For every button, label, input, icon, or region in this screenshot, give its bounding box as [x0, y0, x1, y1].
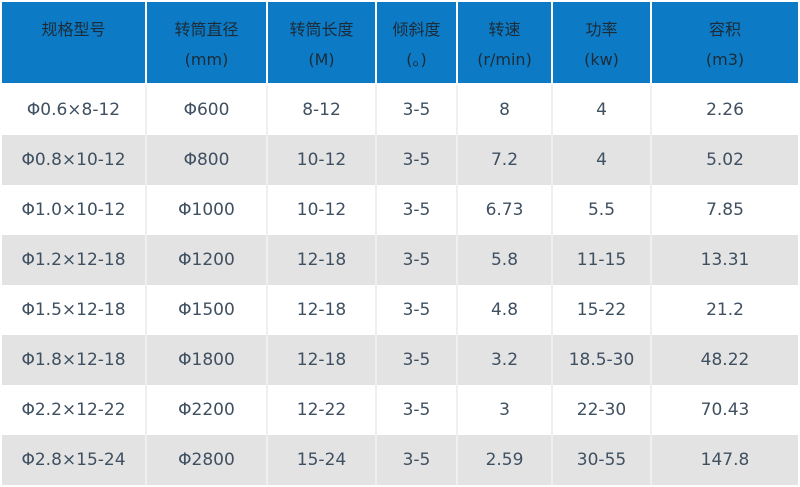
- header-label: 转筒直径: [174, 20, 239, 39]
- table-cell: 12-18: [268, 285, 377, 335]
- table-cell: Φ1.2×12-18: [2, 235, 147, 285]
- header-cell: 容积 (m3): [652, 2, 798, 85]
- table-cell: 22-30: [553, 385, 652, 435]
- table-cell: 18.5-30: [553, 335, 652, 385]
- table-cell: 3-5: [377, 285, 458, 335]
- table-cell: 10-12: [268, 135, 377, 185]
- table-cell: 12-18: [268, 235, 377, 285]
- table-cell: 2.59: [458, 435, 553, 485]
- table-cell: Φ600: [147, 85, 268, 135]
- header-cell: 转筒长度 (M): [268, 2, 377, 85]
- table-row: Φ1.5×12-18 Φ1500 12-18 3-5 4.8 15-22 21.2: [2, 285, 798, 335]
- header-unit: (r/min): [477, 50, 532, 69]
- table-cell: 70.43: [652, 385, 798, 435]
- table-row: Φ1.0×10-12 Φ1000 10-12 3-5 6.73 5.5 7.85: [2, 185, 798, 235]
- header-row: 规格型号 转筒直径 (mm) 转筒长度 (M) 倾斜度 (。) 转速 (r/min) 功率 (kw)…: [2, 2, 798, 85]
- table-cell: 15-24: [268, 435, 377, 485]
- header-cell: 转筒直径 (mm): [147, 2, 268, 85]
- table-cell: Φ2.8×15-24: [2, 435, 147, 485]
- table-cell: 12-18: [268, 335, 377, 385]
- header-label: 容积: [708, 20, 741, 39]
- table-cell: 4: [553, 85, 652, 135]
- header-cell: 转速 (r/min): [458, 2, 553, 85]
- header-unit: (。): [406, 50, 427, 69]
- table-row: Φ0.8×10-12 Φ800 10-12 3-5 7.2 4 5.02: [2, 135, 798, 185]
- table-cell: 13.31: [652, 235, 798, 285]
- table-cell: 3-5: [377, 235, 458, 285]
- header-label: 转速: [488, 20, 521, 39]
- table-cell: 12-22: [268, 385, 377, 435]
- table-cell: 3.2: [458, 335, 553, 385]
- header-label: 转筒长度: [289, 20, 354, 39]
- table-cell: 4.8: [458, 285, 553, 335]
- header-cell: 规格型号: [2, 2, 147, 85]
- header-label: 倾斜度: [392, 20, 441, 39]
- table-cell: Φ1.5×12-18: [2, 285, 147, 335]
- table-row: Φ2.2×12-22 Φ2200 12-22 3-5 3 22-30 70.43: [2, 385, 798, 435]
- table-cell: Φ1800: [147, 335, 268, 385]
- table-cell: 3-5: [377, 385, 458, 435]
- table-row: Φ1.2×12-18 Φ1200 12-18 3-5 5.8 11-15 13.31: [2, 235, 798, 285]
- table-cell: 7.2: [458, 135, 553, 185]
- table-cell: 5.5: [553, 185, 652, 235]
- table-cell: 147.8: [652, 435, 798, 485]
- header-label: 规格型号: [41, 20, 106, 39]
- table-cell: Φ1200: [147, 235, 268, 285]
- table-cell: 3-5: [377, 185, 458, 235]
- header-unit: (m3): [705, 50, 745, 69]
- header-cell: 功率 (kw): [553, 2, 652, 85]
- table-cell: Φ1500: [147, 285, 268, 335]
- table-cell: 5.02: [652, 135, 798, 185]
- table-cell: Φ0.8×10-12: [2, 135, 147, 185]
- table-cell: 3-5: [377, 435, 458, 485]
- table-cell: 7.85: [652, 185, 798, 235]
- header-unit: (mm): [184, 50, 229, 69]
- table-cell: Φ2200: [147, 385, 268, 435]
- table-cell: 30-55: [553, 435, 652, 485]
- table-cell: 5.8: [458, 235, 553, 285]
- table-cell: Φ1.8×12-18: [2, 335, 147, 385]
- header-unit: (M): [308, 50, 335, 69]
- table-row: Φ1.8×12-18 Φ1800 12-18 3-5 3.2 18.5-30 48.22: [2, 335, 798, 385]
- table-cell: Φ1.0×10-12: [2, 185, 147, 235]
- table-cell: 3-5: [377, 85, 458, 135]
- table-cell: 3-5: [377, 135, 458, 185]
- table-cell: Φ0.6×8-12: [2, 85, 147, 135]
- header-cell: 倾斜度 (。): [377, 2, 458, 85]
- table-cell: Φ1000: [147, 185, 268, 235]
- table-row: Φ0.6×8-12 Φ600 8-12 3-5 8 4 2.26: [2, 85, 798, 135]
- table-cell: Φ2800: [147, 435, 268, 485]
- table-cell: 4: [553, 135, 652, 185]
- table-cell: 3: [458, 385, 553, 435]
- table-row: Φ2.8×15-24 Φ2800 15-24 3-5 2.59 30-55 147.8: [2, 435, 798, 485]
- table-cell: 15-22: [553, 285, 652, 335]
- table-cell: Φ2.2×12-22: [2, 385, 147, 435]
- table-cell: 48.22: [652, 335, 798, 385]
- table-cell: 11-15: [553, 235, 652, 285]
- table-cell: 2.26: [652, 85, 798, 135]
- table-cell: 10-12: [268, 185, 377, 235]
- table-cell: 8-12: [268, 85, 377, 135]
- table-cell: Φ800: [147, 135, 268, 185]
- header-unit: (kw): [584, 50, 619, 69]
- table-cell: 3-5: [377, 335, 458, 385]
- table-cell: 21.2: [652, 285, 798, 335]
- table-cell: 6.73: [458, 185, 553, 235]
- header-label: 功率: [585, 20, 618, 39]
- table-cell: 8: [458, 85, 553, 135]
